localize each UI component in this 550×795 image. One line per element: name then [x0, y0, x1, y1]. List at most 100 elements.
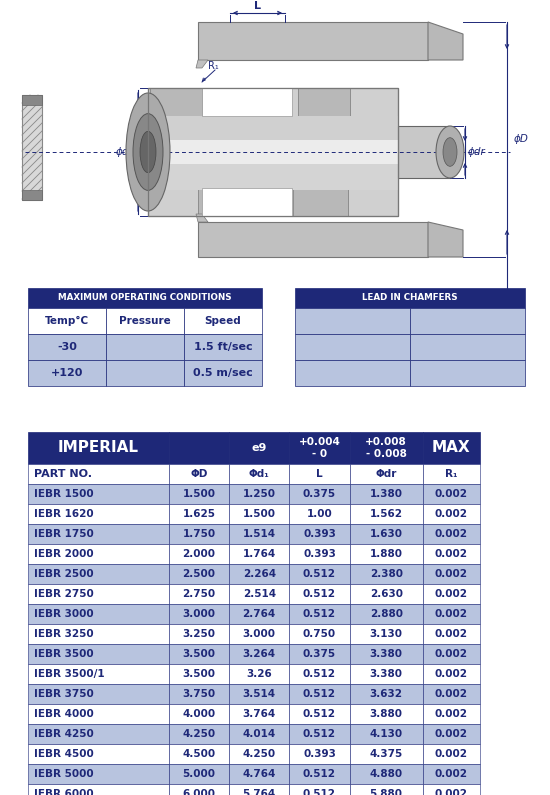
Bar: [229, 684, 289, 704]
Bar: [350, 744, 423, 764]
Bar: [295, 308, 410, 334]
Text: 3.880: 3.880: [370, 709, 403, 719]
Text: 1.250: 1.250: [243, 489, 276, 499]
Bar: [350, 564, 423, 584]
Bar: [148, 116, 398, 140]
Bar: [289, 484, 350, 504]
Bar: [169, 604, 229, 624]
Bar: [289, 744, 350, 764]
Ellipse shape: [443, 138, 457, 166]
Bar: [289, 724, 350, 744]
Text: 0.750: 0.750: [303, 629, 336, 639]
Bar: [295, 360, 410, 386]
Bar: [28, 484, 169, 504]
Text: IEBR 3500: IEBR 3500: [34, 649, 94, 659]
Bar: [28, 288, 262, 308]
Bar: [28, 644, 169, 664]
Bar: [289, 684, 350, 704]
Text: Φd₁: Φd₁: [249, 469, 270, 479]
Bar: [423, 624, 480, 644]
Text: 1.880: 1.880: [370, 549, 403, 559]
Bar: [28, 360, 106, 386]
Bar: [169, 624, 229, 644]
Bar: [410, 308, 525, 334]
Text: 4.250: 4.250: [183, 729, 216, 739]
Text: 2.880: 2.880: [370, 609, 403, 619]
Bar: [229, 584, 289, 604]
Text: 2.764: 2.764: [243, 609, 276, 619]
Text: 2.500: 2.500: [183, 569, 216, 579]
Text: 3.000: 3.000: [183, 609, 216, 619]
Bar: [350, 644, 423, 664]
Bar: [28, 524, 169, 544]
Text: 0.512: 0.512: [303, 609, 336, 619]
Text: L: L: [254, 1, 261, 11]
Bar: [198, 22, 428, 60]
Text: 2.380: 2.380: [370, 569, 403, 579]
Bar: [28, 564, 169, 584]
Text: 0.512: 0.512: [303, 789, 336, 795]
Text: 0.375: 0.375: [303, 489, 336, 499]
Text: IEBR 3500/1: IEBR 3500/1: [34, 669, 104, 679]
Text: 0.393: 0.393: [303, 549, 336, 559]
Bar: [229, 644, 289, 664]
Text: 5.000: 5.000: [183, 769, 216, 779]
Bar: [229, 464, 289, 484]
Text: IEBR 3000: IEBR 3000: [34, 609, 94, 619]
Text: 0.512: 0.512: [303, 769, 336, 779]
Bar: [106, 308, 184, 334]
Text: IEBR 1750: IEBR 1750: [34, 529, 94, 539]
Text: LEAD IN CHAMFERS: LEAD IN CHAMFERS: [362, 293, 458, 303]
Bar: [229, 524, 289, 544]
Bar: [148, 88, 398, 216]
Bar: [169, 544, 229, 564]
Bar: [289, 664, 350, 684]
Text: IEBR 2000: IEBR 2000: [34, 549, 94, 559]
Bar: [148, 140, 398, 164]
Text: 3.500: 3.500: [183, 649, 216, 659]
Bar: [28, 544, 169, 564]
Bar: [410, 360, 525, 386]
Bar: [423, 764, 480, 784]
Text: 0.002: 0.002: [434, 489, 468, 499]
Ellipse shape: [436, 126, 464, 178]
Text: 1.764: 1.764: [243, 549, 276, 559]
Bar: [423, 684, 480, 704]
Bar: [169, 744, 229, 764]
Bar: [350, 724, 423, 744]
Text: 2.750: 2.750: [183, 589, 216, 599]
Text: IEBR 3250: IEBR 3250: [34, 629, 94, 639]
Bar: [229, 432, 289, 464]
Text: MAXIMUM OPERATING CONDITIONS: MAXIMUM OPERATING CONDITIONS: [58, 293, 232, 303]
Text: +0.004: +0.004: [299, 437, 340, 447]
Text: 0.002: 0.002: [434, 509, 468, 519]
Bar: [350, 484, 423, 504]
Text: 0.393: 0.393: [303, 529, 336, 539]
Bar: [169, 684, 229, 704]
Bar: [229, 764, 289, 784]
Text: 3.000: 3.000: [243, 629, 276, 639]
Bar: [28, 604, 169, 624]
Bar: [202, 188, 292, 216]
Text: 2.514: 2.514: [243, 589, 276, 599]
Bar: [350, 784, 423, 795]
Bar: [350, 704, 423, 724]
Text: 2.264: 2.264: [243, 569, 276, 579]
Text: 3.264: 3.264: [243, 649, 276, 659]
Text: 0.375: 0.375: [303, 649, 336, 659]
Bar: [169, 664, 229, 684]
Text: 2.630: 2.630: [370, 589, 403, 599]
Bar: [28, 432, 169, 464]
Bar: [229, 784, 289, 795]
Text: 3.130: 3.130: [370, 629, 403, 639]
Bar: [289, 564, 350, 584]
Bar: [150, 88, 202, 120]
Bar: [350, 764, 423, 784]
Text: 0.002: 0.002: [434, 789, 468, 795]
Bar: [184, 308, 262, 334]
Text: 0.002: 0.002: [434, 589, 468, 599]
Bar: [28, 724, 169, 744]
Bar: [350, 664, 423, 684]
Text: 0.512: 0.512: [303, 669, 336, 679]
Polygon shape: [196, 214, 208, 222]
